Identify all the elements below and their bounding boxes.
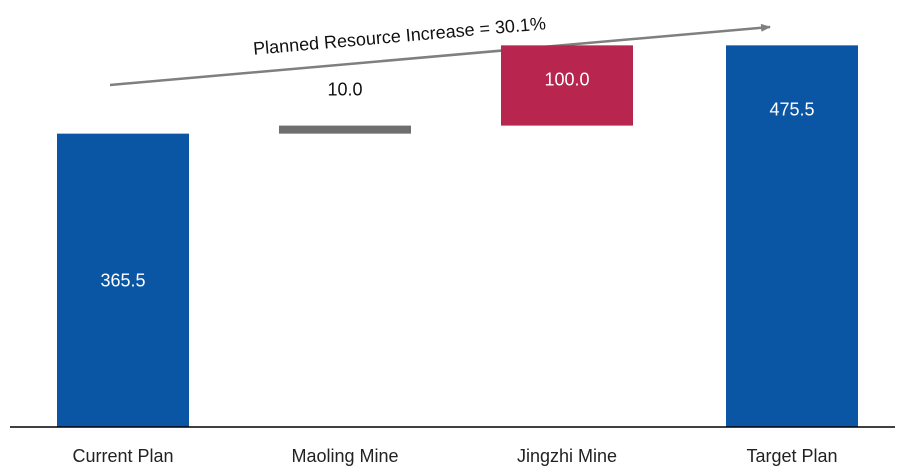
value-label-current-plan: 365.5	[100, 270, 145, 290]
value-labels-layer: 365.5 10.0 100.0 475.5	[100, 69, 814, 290]
value-label-target-plan: 475.5	[769, 99, 814, 119]
bar-current-plan	[57, 133, 189, 427]
category-label-maoling-mine: Maoling Mine	[291, 446, 398, 466]
bar-target-plan	[726, 45, 858, 427]
increase-arrow	[109, 23, 771, 87]
category-label-target-plan: Target Plan	[746, 446, 837, 466]
value-label-jingzhi-mine: 100.0	[544, 69, 589, 89]
value-label-maoling-mine: 10.0	[327, 80, 362, 100]
bar-jingzhi-mine	[501, 45, 633, 126]
bar-maoling-mine	[279, 125, 411, 134]
bars-layer	[57, 45, 858, 427]
category-label-jingzhi-mine: Jingzhi Mine	[517, 446, 617, 466]
category-label-current-plan: Current Plan	[72, 446, 173, 466]
